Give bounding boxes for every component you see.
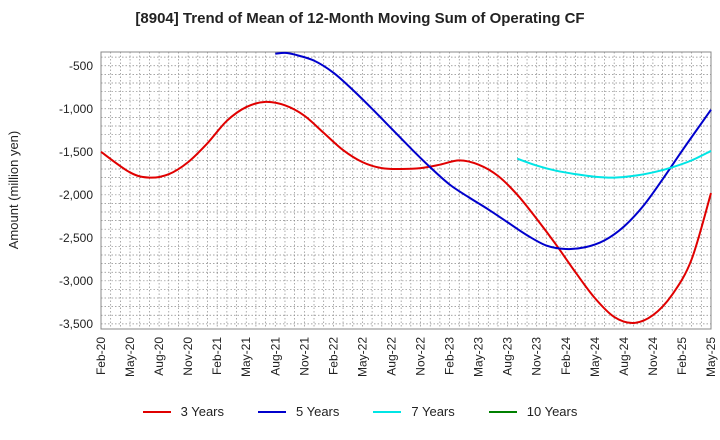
x-tick-label: Aug-22 <box>384 337 398 376</box>
y-tick-label: -500 <box>69 59 93 73</box>
y-tick-label: -1,000 <box>59 102 93 116</box>
y-tick-label: -1,500 <box>59 145 93 159</box>
x-tick-label: May-22 <box>355 337 369 377</box>
x-tick-label: Aug-24 <box>617 337 631 376</box>
legend-swatch <box>373 410 402 413</box>
series-line-7-years <box>517 150 712 179</box>
series-line-5-years <box>275 51 712 251</box>
legend-swatch <box>142 410 171 413</box>
legend-label: 7 Years <box>411 404 455 419</box>
x-tick-label: Feb-21 <box>210 337 224 375</box>
legend-item-10-years: 10 Years <box>488 404 578 419</box>
x-tick-label: Nov-22 <box>414 337 428 376</box>
y-tick-label: -2,500 <box>59 231 93 245</box>
x-tick-label: Feb-25 <box>675 337 689 375</box>
x-tick-label: Nov-23 <box>530 337 544 376</box>
legend-label: 10 Years <box>526 404 578 419</box>
legend-item-3-years: 3 Years <box>142 404 224 419</box>
y-axis-label: Amount (million yen) <box>6 131 21 250</box>
legend-swatch <box>488 410 517 413</box>
x-tick-label: Feb-23 <box>443 337 457 375</box>
x-tick-label: Feb-22 <box>326 337 340 375</box>
x-tick-label: Aug-21 <box>268 337 282 376</box>
y-tick-label: -3,000 <box>59 274 93 288</box>
x-tick-label: Feb-24 <box>559 337 573 375</box>
x-tick-label: May-21 <box>239 337 253 377</box>
legend: 3 Years 5 Years 7 Years 10 Years <box>0 404 720 419</box>
legend-swatch <box>258 410 286 413</box>
x-tick-label: May-23 <box>472 337 486 377</box>
x-tick-label: Nov-24 <box>646 337 660 376</box>
legend-item-7-years: 7 Years <box>373 404 455 419</box>
x-tick-label: May-25 <box>704 337 718 377</box>
legend-label: 5 Years <box>296 404 340 419</box>
y-tick-label: -3,500 <box>59 317 93 331</box>
series-line-3-years <box>100 100 712 324</box>
x-tick-label: Feb-20 <box>94 337 108 375</box>
x-tick-label: Aug-20 <box>152 337 166 376</box>
chart-title: [8904] Trend of Mean of 12-Month Moving … <box>135 10 585 27</box>
x-tick-label: May-24 <box>588 337 602 377</box>
y-tick-label: -2,000 <box>59 188 93 202</box>
x-tick-label: May-20 <box>123 337 137 377</box>
legend-label: 3 Years <box>180 404 224 419</box>
legend-item-5-years: 5 Years <box>258 404 339 419</box>
chart-plot: -500 -1,000 -1,500 -2,000 -2,500 -3,000 -3,500… <box>6 51 718 377</box>
plot-area <box>100 51 712 330</box>
x-tick-label: Nov-21 <box>297 337 311 376</box>
x-tick-label: Nov-20 <box>181 337 195 376</box>
x-tick-label: Aug-23 <box>501 337 515 376</box>
